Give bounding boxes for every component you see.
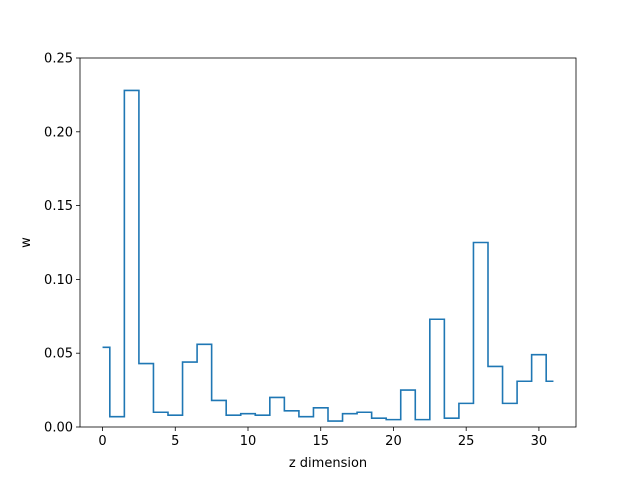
x-tick-label: 0 bbox=[98, 434, 106, 449]
x-tick-label: 30 bbox=[531, 434, 548, 449]
y-tick-label: 0.20 bbox=[44, 125, 73, 140]
x-tick-label: 10 bbox=[240, 434, 257, 449]
y-tick-label: 0.05 bbox=[44, 347, 73, 362]
y-tick-label: 0.10 bbox=[44, 273, 73, 288]
y-tick-label: 0.00 bbox=[44, 421, 73, 436]
x-axis-label: z dimension bbox=[289, 456, 367, 471]
x-tick-label: 15 bbox=[312, 434, 329, 449]
plot-area bbox=[102, 89, 554, 422]
axes-frame bbox=[79, 57, 577, 428]
y-axis-label: w bbox=[19, 237, 34, 248]
y-tick-label: 0.15 bbox=[44, 199, 73, 214]
y-tick-label: 0.25 bbox=[44, 52, 73, 67]
x-tick-label: 20 bbox=[385, 434, 402, 449]
x-tick-label: 5 bbox=[171, 434, 179, 449]
y-axis-ticks: 0.00 0.05 0.10 0.15 0.20 0.25 bbox=[44, 52, 80, 436]
x-tick-label: 25 bbox=[458, 434, 475, 449]
series-step-line bbox=[102, 89, 554, 422]
x-axis-ticks: 0 5 10 15 20 25 30 bbox=[98, 427, 547, 449]
